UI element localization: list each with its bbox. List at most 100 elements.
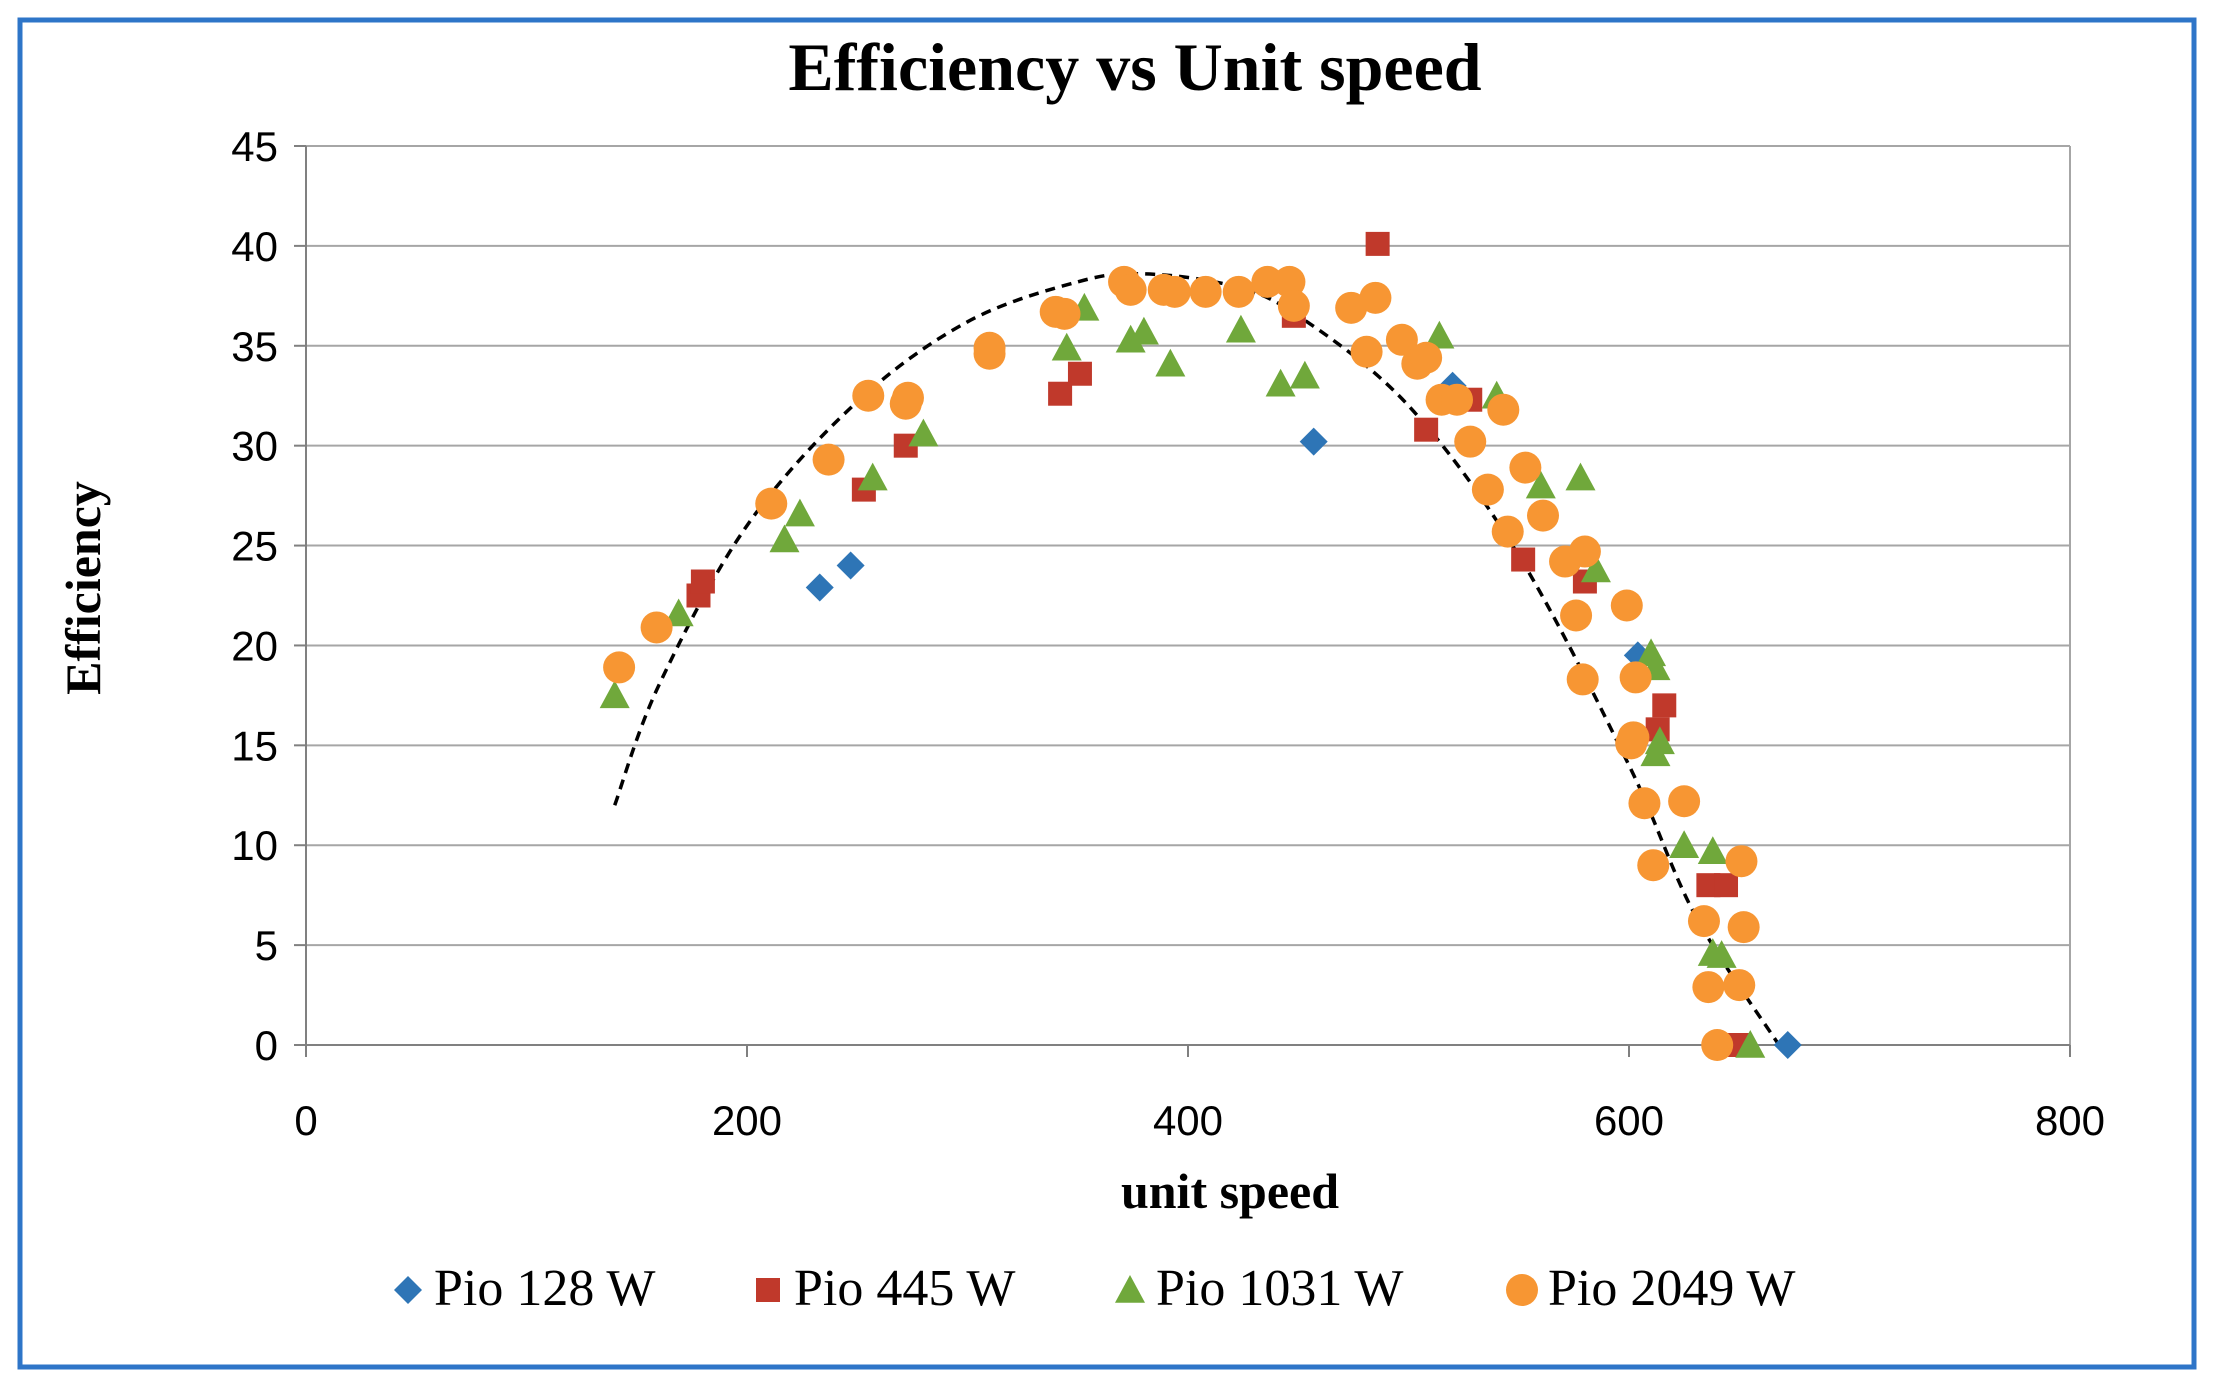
chart-title: Efficiency vs Unit speed [788, 29, 1481, 105]
data-point-triangle [1525, 470, 1556, 499]
data-point-square [1652, 693, 1677, 718]
data-point-circle [1568, 535, 1601, 568]
data-point-circle [1509, 451, 1542, 484]
x-tick-label: 0 [294, 1097, 317, 1144]
data-point-circle [1701, 1029, 1734, 1061]
gridlines [306, 145, 2071, 1045]
data-point-circle [1723, 969, 1756, 1002]
tick-labels: 0 5 10 15 20 25 30 35 40 45 0 200 400 600 800 [231, 123, 2105, 1144]
x-tick-label: 800 [2035, 1097, 2105, 1144]
data-point-circle [1617, 721, 1650, 754]
data-point-circle [640, 611, 673, 644]
y-tick-label: 30 [231, 423, 278, 470]
data-point-triangle [1565, 462, 1596, 491]
data-point-triangle [599, 680, 630, 709]
data-point-circle [1687, 905, 1720, 938]
legend: Pio 128 W Pio 445 W Pio 1031 W Pio 2049 W [394, 1260, 1796, 1317]
y-tick-label: 25 [231, 523, 278, 570]
data-point-circle [1471, 473, 1504, 506]
series-circle [603, 265, 1760, 1061]
data-points [599, 231, 1802, 1061]
legend-item: Pio 2049 W [1506, 1260, 1796, 1317]
data-point-triangle [663, 598, 694, 627]
data-point-circle [1222, 275, 1255, 308]
legend-label: Pio 445 W [794, 1260, 1016, 1317]
data-point-circle [1273, 265, 1306, 298]
data-point-circle [1619, 661, 1652, 694]
data-point-circle [1560, 599, 1593, 632]
data-point-circle [1350, 335, 1383, 368]
y-tick-label: 20 [231, 622, 278, 669]
data-point-circle [1727, 911, 1760, 944]
y-tick-label: 0 [255, 1022, 278, 1069]
data-point-diamond [836, 551, 865, 580]
data-point-triangle [784, 498, 815, 527]
x-axis-label: unit speed [1121, 1163, 1339, 1219]
data-point-triangle [1051, 332, 1082, 361]
legend-item: Pio 445 W [756, 1260, 1016, 1317]
legend-marker-circle [1506, 1274, 1538, 1306]
y-tick-label: 45 [231, 123, 278, 170]
data-point-square [1511, 547, 1536, 572]
data-point-triangle [1115, 324, 1146, 353]
data-point-circle [1454, 425, 1487, 458]
data-point-diamond [1773, 1031, 1802, 1059]
legend-marker-square [756, 1278, 780, 1302]
legend-item: Pio 128 W [394, 1260, 656, 1317]
chart-frame [17, 17, 2197, 1370]
series-square [686, 231, 1752, 1057]
data-point-circle [1335, 291, 1368, 324]
data-point-diamond [805, 573, 834, 602]
data-point-circle [1441, 383, 1474, 416]
legend-marker-triangle [1115, 1275, 1145, 1303]
data-point-square [1414, 417, 1439, 442]
data-point-circle [1410, 341, 1443, 374]
data-point-circle [1610, 589, 1643, 622]
data-point-circle [1359, 281, 1392, 314]
y-tick-label: 40 [231, 223, 278, 270]
data-point-circle [1491, 515, 1524, 548]
data-point-circle [1527, 499, 1560, 532]
legend-marker-diamond [394, 1276, 422, 1304]
data-point-triangle [1128, 316, 1159, 345]
legend-label: Pio 1031 W [1156, 1260, 1404, 1317]
data-point-square [1714, 873, 1739, 898]
data-point-circle [1692, 971, 1725, 1004]
data-point-circle [889, 387, 922, 420]
data-point-triangle [1225, 314, 1256, 343]
data-point-circle [603, 651, 636, 684]
data-point-triangle [857, 462, 888, 491]
data-point-triangle [1155, 348, 1186, 377]
data-point-circle [1114, 273, 1147, 306]
data-point-triangle [1640, 738, 1671, 767]
data-point-circle [1189, 275, 1222, 308]
data-point-circle [1487, 393, 1520, 426]
x-tick-label: 400 [1153, 1097, 1223, 1144]
data-point-square [1067, 361, 1092, 386]
data-point-triangle [1697, 836, 1728, 864]
data-point-triangle [908, 418, 939, 447]
y-tick-label: 5 [255, 922, 278, 969]
data-point-diamond [1299, 427, 1328, 456]
y-axis-label: Efficiency [55, 481, 111, 695]
data-point-circle [755, 487, 788, 520]
y-tick-label: 15 [231, 722, 278, 769]
x-tick-label: 600 [1594, 1097, 1664, 1144]
y-tick-label: 35 [231, 323, 278, 370]
y-tick-label: 10 [231, 822, 278, 869]
data-point-circle [1637, 849, 1670, 882]
legend-label: Pio 2049 W [1548, 1260, 1796, 1317]
data-point-triangle [1580, 554, 1611, 583]
data-point-circle [1668, 785, 1701, 818]
data-point-square [1365, 231, 1390, 256]
legend-item: Pio 1031 W [1115, 1260, 1404, 1317]
data-point-circle [1725, 845, 1758, 878]
data-point-circle [1385, 323, 1418, 356]
data-point-circle [852, 379, 885, 412]
data-point-triangle [1669, 830, 1700, 858]
data-point-circle [1158, 275, 1191, 308]
data-point-triangle [1706, 940, 1737, 968]
data-point-triangle [1424, 320, 1455, 349]
data-point-circle [812, 443, 845, 476]
data-point-circle [973, 337, 1006, 370]
